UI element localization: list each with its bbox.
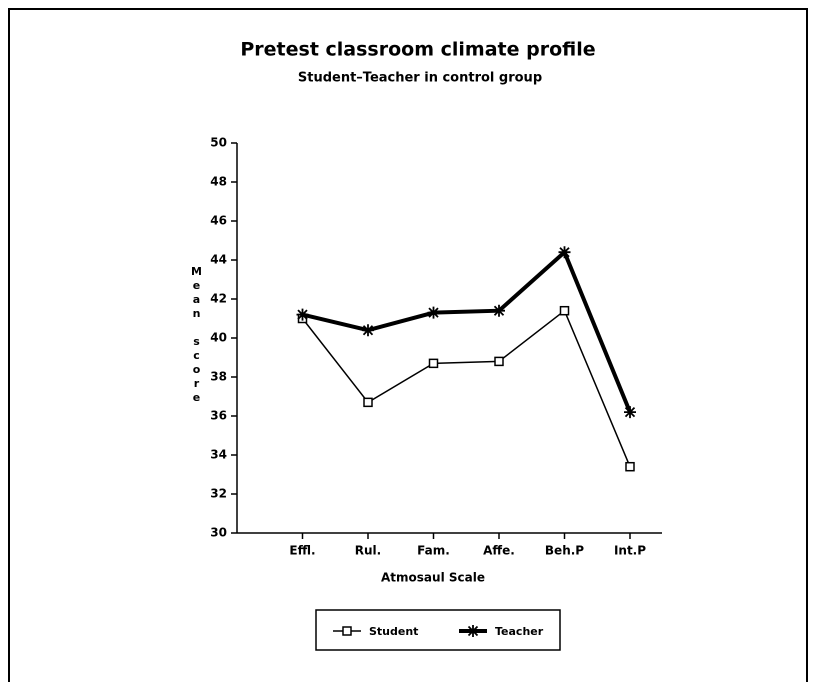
y-tick-label: 50 bbox=[210, 136, 227, 150]
data-point bbox=[493, 304, 505, 317]
data-point bbox=[427, 306, 440, 319]
y-tick-label: 42 bbox=[210, 292, 227, 306]
chart-title: Pretest classroom climate profile bbox=[240, 39, 595, 61]
x-tick-label: Fam. bbox=[417, 544, 450, 558]
legend-box bbox=[315, 609, 561, 651]
y-axis-label: Mean score bbox=[190, 265, 203, 405]
legend-label: Student bbox=[369, 625, 418, 638]
data-point bbox=[625, 461, 635, 472]
x-tick-label: Beh.P bbox=[545, 544, 584, 558]
y-tick-label: 32 bbox=[210, 487, 227, 501]
x-tick-label: Rul. bbox=[355, 544, 381, 558]
series-line bbox=[302, 248, 632, 413]
data-point bbox=[494, 356, 504, 367]
data-point bbox=[558, 246, 571, 259]
series-line bbox=[301, 309, 631, 467]
legend-label: Teacher bbox=[495, 625, 544, 638]
y-tick-label: 38 bbox=[210, 370, 227, 384]
data-point bbox=[559, 305, 570, 316]
x-tick-label: Effl. bbox=[289, 544, 315, 558]
legend-marker bbox=[467, 625, 479, 637]
y-tick-label: 48 bbox=[210, 175, 227, 189]
y-tick-label: 40 bbox=[210, 331, 227, 345]
x-axis-label: Atmosaul Scale bbox=[381, 571, 485, 585]
y-tick-label: 36 bbox=[210, 409, 227, 423]
y-tick-label: 46 bbox=[210, 214, 227, 228]
frame bbox=[8, 8, 808, 682]
x-tick-label: Int.P bbox=[614, 544, 646, 558]
y-tick-label: 30 bbox=[210, 526, 227, 540]
data-point bbox=[428, 358, 439, 369]
x-tick-label: Affe. bbox=[483, 544, 515, 558]
data-point bbox=[624, 406, 636, 419]
legend-marker bbox=[342, 626, 352, 636]
data-point bbox=[362, 324, 374, 337]
y-tick-label: 34 bbox=[210, 448, 227, 462]
data-point bbox=[363, 397, 373, 408]
chart-subtitle: Student–Teacher in control group bbox=[298, 71, 542, 86]
data-point bbox=[296, 308, 309, 321]
y-tick-label: 44 bbox=[210, 253, 227, 267]
